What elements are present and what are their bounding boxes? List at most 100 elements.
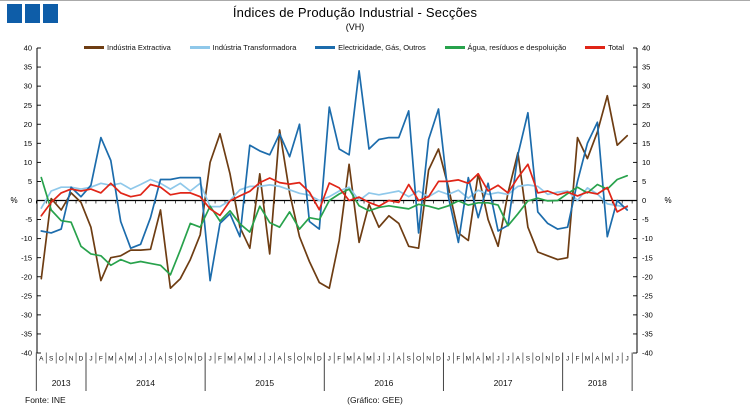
- y-tick-label: -5: [642, 215, 649, 224]
- y-tick-label: -30: [642, 310, 653, 319]
- month-label: J: [268, 356, 271, 363]
- chart-canvas: -40 -40 -35 -35 -30 -30 -25 -25 -20 -20 -15 -15 -10 -…: [10, 44, 672, 391]
- y-tick-label: 40: [24, 44, 32, 53]
- y-tick-label: -5: [25, 215, 32, 224]
- y-tick-label: 25: [642, 101, 650, 110]
- month-label: O: [59, 356, 64, 363]
- legend-swatch: [585, 46, 606, 49]
- y-tick-label: -15: [21, 253, 32, 262]
- legend-swatch: [444, 46, 465, 49]
- month-label: A: [119, 356, 124, 363]
- month-label: J: [616, 356, 619, 363]
- month-label: A: [397, 356, 402, 363]
- y-tick-label: -30: [21, 310, 32, 319]
- legend-label: Indústria Transformadora: [212, 43, 297, 52]
- y-tick-label: -10: [642, 234, 653, 243]
- month-label: M: [128, 356, 133, 363]
- year-label: 2018: [588, 378, 607, 388]
- month-label: M: [346, 356, 351, 363]
- legend-label: Electricidade, Gás, Outros: [338, 43, 426, 52]
- month-label: J: [149, 356, 152, 363]
- y-tick-label: -40: [21, 349, 32, 358]
- month-label: N: [426, 356, 431, 363]
- y-tick-label: 20: [642, 120, 650, 129]
- chart-legend: Indústria Extractiva Indústria Transforma…: [84, 43, 624, 52]
- legend-label: Água, resíduos e despoluição: [467, 43, 567, 52]
- month-label: M: [466, 356, 471, 363]
- month-label: F: [456, 356, 460, 363]
- series-line-4: [40, 163, 629, 217]
- y-tick-label: 30: [642, 82, 650, 91]
- y-tick-label: 5: [28, 177, 32, 186]
- y-tick-label: 15: [642, 139, 650, 148]
- y-tick-label: 35: [642, 63, 650, 72]
- month-label: A: [516, 356, 521, 363]
- y-tick-label: -25: [642, 291, 653, 300]
- month-label: A: [476, 356, 481, 363]
- month-label: O: [297, 356, 302, 363]
- year-label: 2017: [494, 378, 513, 388]
- month-label: A: [238, 356, 243, 363]
- legend-item-3: Água, resíduos e despoluição: [444, 43, 567, 52]
- month-label: O: [416, 356, 421, 363]
- year-label: 2013: [52, 378, 71, 388]
- month-label: D: [436, 356, 441, 363]
- y-tick-label: -10: [21, 234, 32, 243]
- year-label: 2015: [255, 378, 274, 388]
- logo-square: [43, 4, 58, 23]
- y-tick-label: 0: [28, 196, 32, 205]
- y-tick-label: 0: [642, 196, 646, 205]
- legend-swatch: [315, 46, 336, 49]
- page-title: Índices de Produção Industrial - Secções: [232, 5, 478, 20]
- legend-label: Indústria Extractiva: [107, 43, 171, 52]
- source-label: Fonte: INE: [25, 395, 66, 405]
- month-label: M: [585, 356, 590, 363]
- page-subtitle: (VH): [345, 22, 365, 32]
- y-tick-label: 15: [24, 139, 32, 148]
- month-label: D: [198, 356, 203, 363]
- y-tick-label: -35: [642, 330, 653, 339]
- y-tick-label: -35: [21, 330, 32, 339]
- month-label: A: [277, 356, 282, 363]
- month-label: M: [247, 356, 252, 363]
- y-tick-label: -40: [642, 349, 653, 358]
- month-label: J: [89, 356, 92, 363]
- month-label: N: [307, 356, 312, 363]
- year-label: 2014: [136, 378, 155, 388]
- y-tick-label: 5: [642, 177, 646, 186]
- month-label: O: [535, 356, 540, 363]
- y-axis-unit: %: [664, 196, 671, 205]
- month-label: A: [357, 356, 362, 363]
- month-label: M: [108, 356, 113, 363]
- month-label: J: [566, 356, 569, 363]
- y-tick-label: -20: [21, 272, 32, 281]
- month-label: J: [328, 356, 331, 363]
- month-label: A: [158, 356, 163, 363]
- credit-label: (Gráfico: GEE): [347, 395, 403, 405]
- month-label: A: [595, 356, 600, 363]
- legend-item-2: Electricidade, Gás, Outros: [315, 43, 426, 52]
- month-label: S: [49, 356, 54, 363]
- y-axis-unit: %: [10, 196, 17, 205]
- y-tick-label: 10: [24, 158, 32, 167]
- month-label: O: [178, 356, 183, 363]
- series-line-1: [40, 178, 629, 209]
- month-label: S: [287, 356, 292, 363]
- legend-item-0: Indústria Extractiva: [84, 43, 171, 52]
- month-label: J: [496, 356, 499, 363]
- month-label: N: [545, 356, 550, 363]
- month-label: J: [258, 356, 261, 363]
- month-label: S: [168, 356, 173, 363]
- month-label: J: [387, 356, 390, 363]
- y-tick-label: -25: [21, 291, 32, 300]
- legend-item-4: Total: [585, 43, 624, 52]
- month-label: J: [208, 356, 211, 363]
- month-label: D: [555, 356, 560, 363]
- month-label: F: [576, 356, 580, 363]
- month-label: J: [626, 356, 629, 363]
- chart-header: Índices de Produção Industrial - Secções…: [20, 5, 690, 32]
- month-label: D: [79, 356, 84, 363]
- logo-square: [7, 4, 22, 23]
- legend-swatch: [84, 46, 104, 49]
